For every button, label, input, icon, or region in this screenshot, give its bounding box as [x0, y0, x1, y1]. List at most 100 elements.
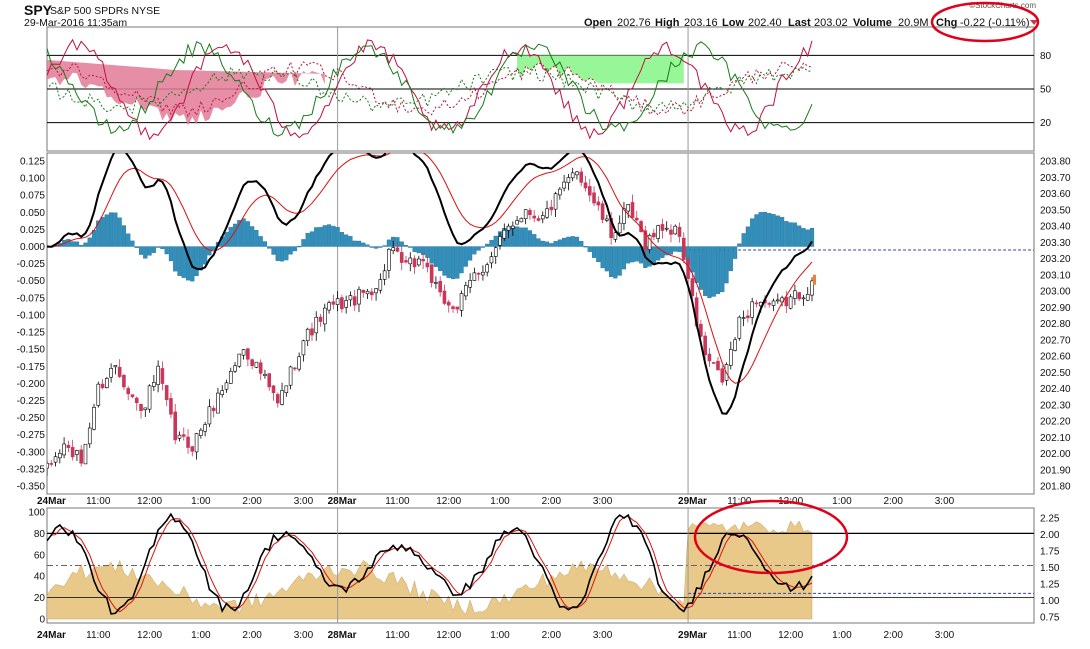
security-name: S&P 500 SPDRs NYSE	[50, 5, 160, 17]
bottom-x-tick: 1:00	[490, 630, 510, 641]
candle-body	[143, 407, 148, 411]
histogram-bar	[591, 246, 597, 258]
histogram-bar	[711, 246, 716, 297]
candle-body	[92, 406, 96, 430]
candle-body	[575, 171, 579, 176]
right-axis-tick: 202.30	[1040, 400, 1071, 411]
annotations	[693, 1, 1040, 575]
histogram-bar	[438, 246, 443, 271]
histogram-bar	[245, 221, 250, 247]
annotation-ellipse-bottom	[693, 499, 849, 575]
right-axis-tick: 203.00	[1040, 287, 1071, 298]
candle-body	[254, 361, 259, 368]
histogram-bar	[771, 214, 776, 247]
volume-value: 20.9M	[898, 17, 929, 29]
candle-body	[643, 230, 648, 250]
histogram-bar	[87, 237, 92, 247]
histogram-bar	[536, 238, 541, 247]
candle-body	[592, 192, 596, 204]
histogram-bar	[408, 246, 413, 248]
candle-body	[156, 365, 160, 385]
candle-body	[681, 237, 686, 260]
candle-body	[634, 217, 639, 221]
candle-body	[83, 443, 88, 465]
right-axis-tick: 202.80	[1040, 319, 1071, 330]
histogram-bar	[156, 246, 161, 248]
candle-body	[647, 235, 652, 250]
histogram-bar	[617, 246, 622, 276]
right-axis-tick: 202.20	[1040, 417, 1071, 428]
main-x-tick: 2:00	[242, 496, 262, 507]
histogram-bar	[203, 246, 208, 265]
candle-body	[716, 360, 720, 371]
histogram-bar	[374, 246, 379, 249]
left-axis-tick: -0.275	[17, 430, 46, 441]
candle-body	[562, 181, 566, 189]
candle-body	[382, 270, 387, 280]
histogram-bar	[335, 227, 340, 247]
histogram-bar	[297, 245, 302, 248]
histogram-bar	[224, 232, 229, 247]
histogram-bar	[331, 225, 336, 247]
histogram-bar	[121, 225, 127, 247]
candle-body	[788, 296, 793, 309]
candle-body	[746, 315, 750, 319]
bottom-left-tick: 0	[39, 615, 45, 626]
histogram-bar	[305, 232, 310, 247]
candle-body	[600, 203, 605, 220]
candle-body	[267, 373, 272, 388]
candle-body	[605, 218, 609, 221]
volume-label: Volume	[853, 17, 892, 29]
main-x-tick: 3:00	[935, 496, 955, 507]
candle-body	[549, 206, 554, 211]
histogram-bar	[254, 230, 259, 247]
candle-body	[322, 307, 327, 325]
main-x-tick: 1:00	[191, 496, 211, 507]
histogram-bar	[412, 246, 417, 252]
histogram-bar	[382, 245, 387, 247]
low-value: 202.40	[748, 17, 782, 29]
histogram-bar	[677, 246, 682, 252]
candle-body	[699, 323, 703, 337]
histogram-bar	[519, 227, 524, 247]
candle-body	[237, 353, 242, 367]
candle-body	[395, 247, 400, 252]
candle-body	[579, 171, 584, 183]
histogram-bar	[365, 244, 370, 247]
histogram-bar	[164, 246, 169, 255]
candle-body	[442, 290, 447, 304]
candle-body	[327, 302, 331, 311]
candle-body	[271, 385, 276, 394]
histogram-bar	[361, 242, 366, 247]
right-axis-tick: 203.30	[1040, 238, 1071, 249]
candle-body	[66, 445, 71, 448]
histogram-bar	[570, 236, 575, 247]
candle-body	[485, 264, 489, 273]
candle-body	[669, 229, 673, 235]
histogram-bar	[455, 246, 460, 279]
main-panel-frame	[46, 152, 1035, 495]
candle-body	[446, 301, 451, 306]
candle-body	[374, 288, 378, 294]
histogram-bar	[399, 241, 404, 247]
histogram-bar	[173, 246, 178, 272]
histogram-bar	[228, 227, 233, 247]
histogram-bar	[369, 246, 374, 248]
candle-body	[506, 225, 511, 231]
candle-body	[754, 302, 759, 305]
candle-body	[690, 278, 695, 297]
right-axis-tick: 202.40	[1040, 384, 1071, 395]
main-grid	[337, 153, 1034, 494]
last-value: 203.02	[814, 17, 848, 29]
bottom-x-tick: 29Mar	[678, 630, 707, 641]
candle-body	[335, 298, 340, 305]
histogram-bar	[741, 233, 746, 247]
candle-body	[468, 280, 472, 288]
bottom-x-tick: 2:00	[542, 630, 562, 641]
candle-body	[203, 424, 207, 432]
right-axis-tick: 202.70	[1040, 335, 1071, 346]
histogram-bar	[767, 213, 772, 247]
left-axis-tick: -0.050	[17, 276, 46, 287]
main-x-tick: 12:00	[137, 496, 162, 507]
histogram-bar	[809, 227, 815, 247]
